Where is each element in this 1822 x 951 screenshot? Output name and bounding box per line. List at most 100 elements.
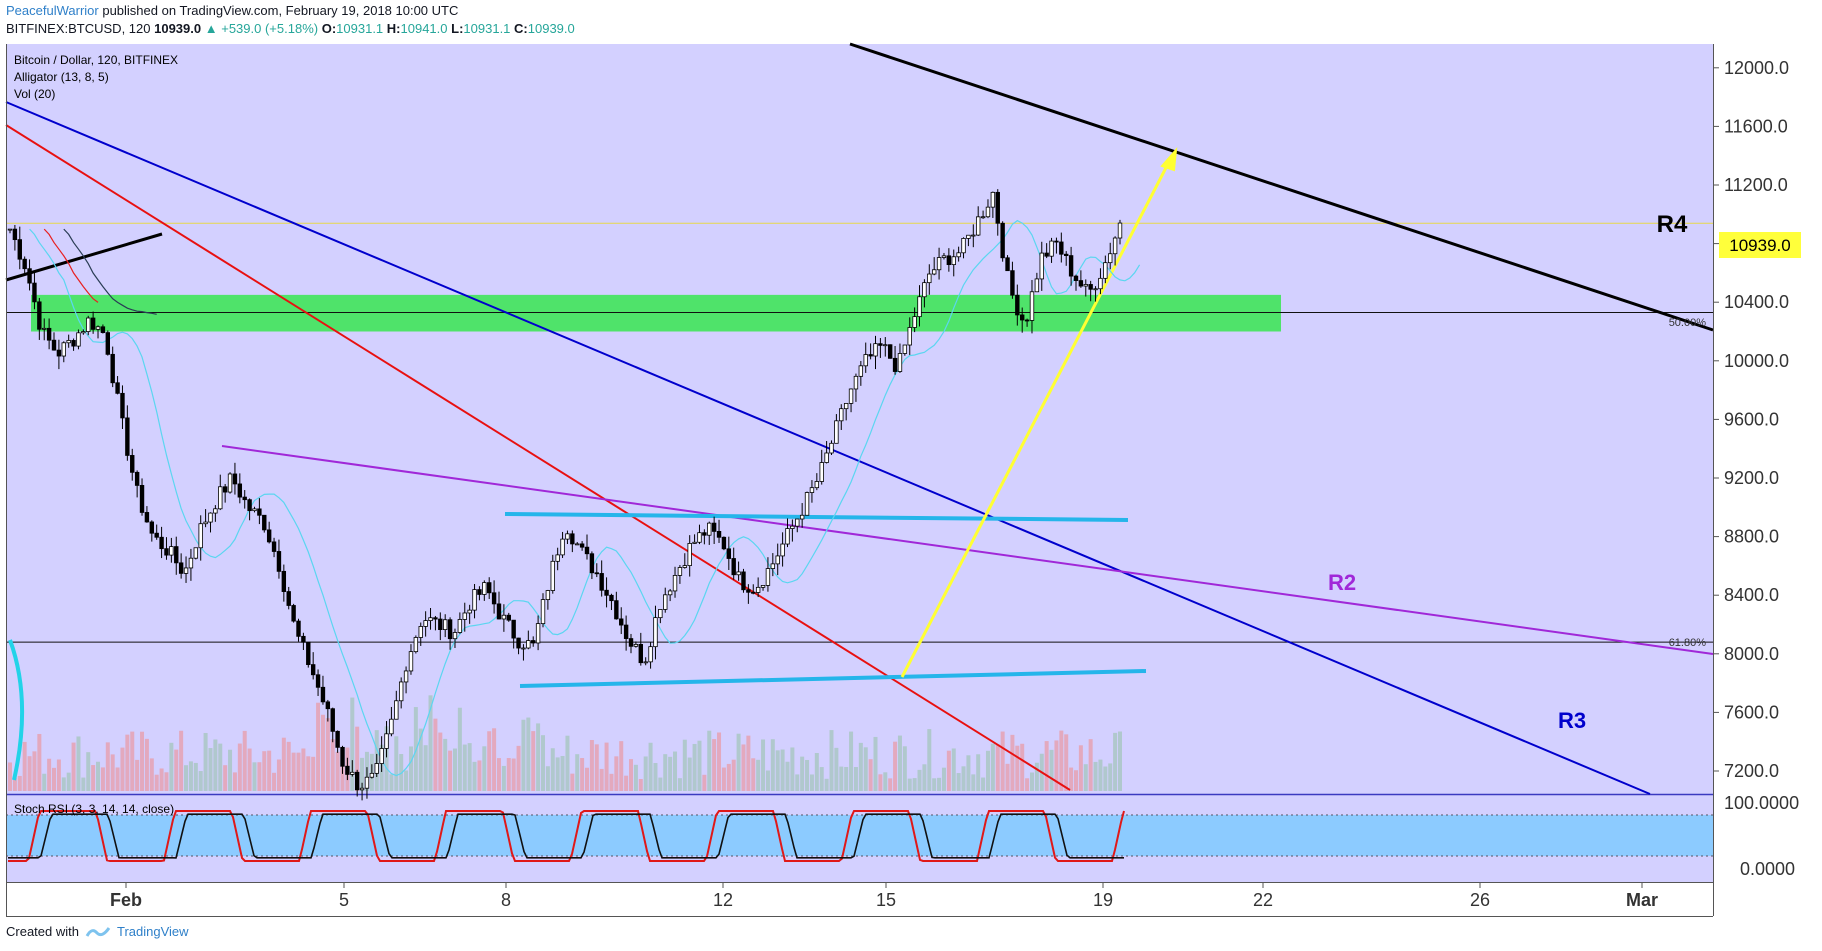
volume-bar (756, 759, 761, 791)
volume-bar (937, 777, 942, 791)
candle-body (482, 582, 487, 595)
candle-body (1044, 252, 1049, 257)
volume-bar (477, 760, 482, 791)
volume-bar (682, 739, 687, 791)
volume-bar (66, 772, 71, 791)
volume-bar (570, 773, 575, 791)
tradingview-link[interactable]: TradingView (116, 924, 189, 939)
volume-bar (893, 741, 898, 791)
high-value: 10941.0 (400, 21, 448, 36)
volume-bar (751, 758, 756, 791)
candle-body (736, 571, 741, 576)
volume-bar (223, 765, 228, 791)
candle-body (306, 641, 311, 665)
candle-body (985, 206, 991, 218)
candle-body (154, 532, 159, 538)
volume-bar (32, 751, 37, 791)
candle-body (883, 344, 888, 347)
candle-body (95, 326, 101, 330)
projection-arrowhead (1160, 146, 1178, 172)
volume-bar (1049, 749, 1054, 791)
x-tick-label: Mar (1626, 890, 1658, 910)
candle-body (1024, 319, 1030, 322)
y-tick-label: 10400.0 (1724, 292, 1789, 312)
volume-bar (188, 761, 193, 791)
volume-bar (257, 762, 262, 791)
volume-bar (360, 757, 365, 791)
volume-bar (878, 774, 883, 791)
y-tick-label: 7200.0 (1724, 761, 1779, 781)
candle-body (178, 562, 184, 574)
volume-bar (648, 742, 653, 791)
trendline-layer (5, 42, 1714, 795)
candle-body (653, 617, 658, 648)
volume-bar (589, 739, 594, 791)
candle-body (345, 765, 350, 775)
price-pane[interactable] (6, 44, 1713, 794)
volume-bar (330, 739, 335, 791)
volume-bar (1078, 745, 1083, 791)
volume-bar (844, 766, 849, 791)
volume-bar (272, 772, 277, 791)
volume-bar (633, 764, 638, 791)
candle-body (281, 570, 287, 592)
volume-bar (281, 737, 286, 791)
volume-bar (1083, 764, 1088, 791)
volume-bar (467, 743, 472, 791)
volume-bar (506, 758, 511, 791)
candle-body (1068, 255, 1074, 277)
stoch-tick-label: 0.0000 (1740, 859, 1795, 879)
volume-bar (237, 743, 242, 791)
time-axis[interactable] (6, 882, 1713, 916)
volume-bar (423, 745, 428, 791)
candle-body (912, 316, 917, 328)
candle-body (741, 571, 746, 591)
candle-body (115, 382, 120, 394)
candle-body (584, 546, 590, 555)
candle-body (922, 282, 927, 298)
candle-body (149, 521, 155, 534)
candle-body (521, 647, 526, 650)
candle-body (438, 618, 443, 631)
volume-bar (96, 761, 101, 791)
volume-bar (614, 756, 619, 791)
volume-bar (540, 735, 545, 791)
y-tick-label: 9200.0 (1724, 468, 1779, 488)
candle-body (599, 573, 604, 591)
candle-body (276, 551, 282, 572)
volume-bar (800, 756, 805, 791)
candle-body (858, 365, 864, 377)
volume-bar (125, 734, 130, 791)
candle-body (105, 332, 110, 355)
candle-body (37, 301, 42, 330)
candle-body (1108, 253, 1113, 264)
author-link[interactable]: PeacefulWarrior (6, 3, 99, 18)
price-axis[interactable] (1713, 44, 1822, 916)
volume-bar (448, 750, 453, 791)
candle-body (511, 619, 516, 639)
volume-bar (966, 755, 971, 791)
volume-bar (775, 750, 780, 791)
candle-body (144, 512, 150, 523)
candle-body (86, 317, 91, 332)
volume-bar (849, 731, 854, 791)
candle-body (17, 239, 22, 260)
candle-body (980, 216, 986, 219)
volume-bar (697, 740, 702, 791)
candle-body (824, 452, 829, 463)
volume-bar (247, 748, 252, 791)
candle-body (159, 536, 164, 550)
partial-circle-drawing (8, 639, 25, 781)
candle-body (799, 514, 805, 520)
volume-bar (1020, 743, 1025, 791)
candle-body (120, 392, 125, 419)
volume-bar (184, 765, 189, 791)
resistance-line-r4 (849, 42, 1714, 332)
volume-bar (1059, 730, 1064, 791)
candle-body (369, 772, 375, 778)
volume-bar (550, 748, 555, 791)
y-tick-label: 7600.0 (1724, 702, 1779, 722)
volume-bar (741, 744, 746, 791)
volume-bar (511, 758, 516, 791)
